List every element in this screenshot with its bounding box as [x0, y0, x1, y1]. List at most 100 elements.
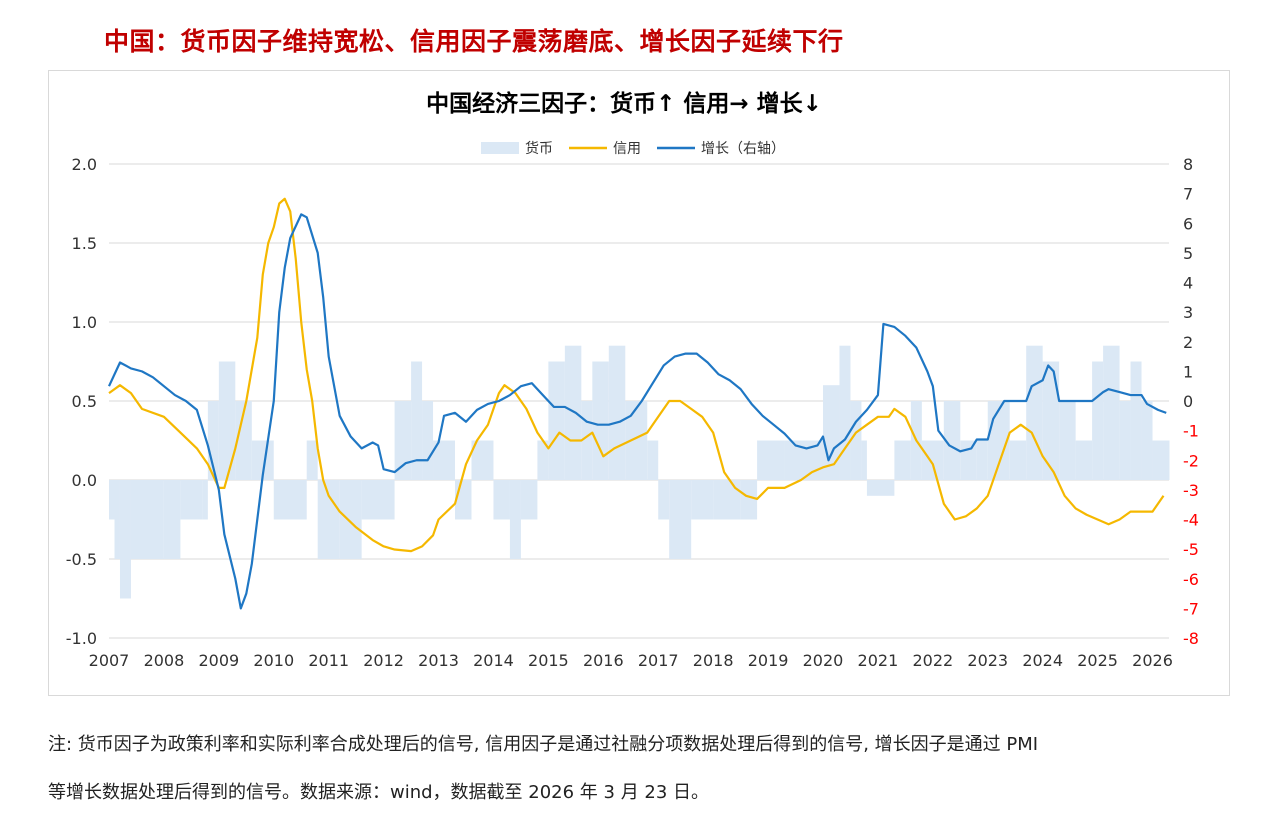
money-bar [306, 440, 318, 480]
x-tick-label: 2007 [89, 651, 130, 670]
money-bar [1130, 361, 1142, 480]
money-bar [960, 440, 977, 480]
money-bar [1026, 345, 1043, 480]
line-series [108, 197, 1167, 610]
money-bar [235, 401, 252, 480]
money-bar [921, 440, 944, 480]
x-tick-label: 2008 [144, 651, 185, 670]
money-bar [130, 480, 164, 559]
money-bar [1042, 361, 1060, 480]
money-series [109, 345, 1170, 599]
money-bar [180, 480, 203, 520]
money-bar [866, 480, 895, 496]
left-tick-label: 0.0 [72, 471, 97, 490]
money-bar [394, 401, 412, 480]
credit-line [108, 197, 1165, 553]
money-bar [581, 401, 593, 480]
money-bar [548, 361, 565, 480]
money-bar [691, 480, 714, 520]
x-tick-label: 2021 [858, 651, 899, 670]
right-tick-label: 5 [1183, 244, 1193, 263]
x-tick-label: 2026 [1132, 651, 1173, 670]
right-tick-label: -5 [1183, 540, 1199, 559]
x-tick-label: 2009 [198, 651, 239, 670]
money-bar [109, 480, 115, 520]
legend-label-growth: 增长（右轴） [701, 141, 785, 157]
x-tick-label: 2025 [1077, 651, 1118, 670]
money-bar [251, 440, 274, 480]
left-tick-label: 1.5 [72, 234, 97, 253]
money-bar [1169, 440, 1170, 480]
x-tick-label: 2010 [253, 651, 294, 670]
money-bar [669, 480, 692, 559]
money-bar [592, 361, 609, 480]
right-tick-label: -2 [1183, 451, 1199, 470]
chart-title: 中国经济三因子：货币↑ 信用→ 增长↓ [426, 90, 822, 117]
money-bar [757, 440, 785, 480]
money-bar [894, 440, 911, 480]
money-bar [1103, 345, 1120, 480]
money-bar [647, 440, 659, 480]
x-tick-label: 2012 [363, 651, 404, 670]
money-bar [218, 361, 236, 480]
right-tick-label: -7 [1183, 599, 1199, 618]
money-bar [537, 440, 549, 480]
money-bar [658, 480, 670, 520]
money-bar [317, 480, 340, 559]
money-bar [422, 401, 434, 480]
axes: 2.0 1.5 1.0 0.5 0.0 -0.5 -1.0 8 7 6 5 4 3 2 1 0 -1 -2 -3 -4… [66, 155, 1199, 670]
right-tick-label: 6 [1183, 214, 1193, 233]
right-tick-label: 3 [1183, 303, 1193, 322]
right-tick-label: 4 [1183, 274, 1193, 293]
left-tick-label: -1.0 [66, 629, 97, 648]
money-bar [119, 480, 131, 599]
x-tick-label: 2020 [803, 651, 844, 670]
x-tick-label: 2015 [528, 651, 569, 670]
x-tick-label: 2011 [308, 651, 349, 670]
x-tick-label: 2014 [473, 651, 514, 670]
money-bar [273, 480, 307, 520]
money-bar [471, 440, 494, 480]
x-tick-label: 2013 [418, 651, 459, 670]
money-bar [509, 480, 521, 559]
money-bar [976, 440, 988, 480]
chart-svg: 中国经济三因子：货币↑ 信用→ 增长↓ 货币 信用 增长（右轴） 2.0 1.5 1.0… [66, 90, 1199, 670]
money-bar [850, 401, 862, 480]
left-tick-label: -0.5 [66, 550, 97, 569]
money-bar [1075, 440, 1093, 480]
chart-frame: 中国经济三因子：货币↑ 信用→ 增长↓ 货币 信用 增长（右轴） 2.0 1.5 1.0… [48, 70, 1230, 696]
money-bar [1152, 440, 1169, 480]
legend-label-money: 货币 [525, 140, 553, 157]
right-tick-label: -4 [1183, 511, 1199, 530]
money-bar [1059, 401, 1076, 480]
money-bar [520, 480, 538, 520]
x-tick-label: 2022 [912, 651, 953, 670]
left-tick-label: 2.0 [72, 155, 97, 174]
money-bar [1092, 361, 1104, 480]
x-tick-label: 2017 [638, 651, 679, 670]
x-tick-label: 2016 [583, 651, 624, 670]
money-bar [114, 480, 120, 559]
right-tick-label: 7 [1183, 185, 1193, 204]
money-bar [839, 345, 851, 480]
money-bar [812, 440, 823, 480]
money-bar [608, 345, 626, 480]
right-tick-label: 2 [1183, 333, 1193, 352]
money-bar [493, 480, 510, 520]
money-bar [411, 361, 423, 480]
footnote-line-2: 等增长数据处理后得到的信号。数据来源：wind，数据截至 2026 年 3 月 … [48, 782, 710, 803]
money-bar [339, 480, 362, 559]
x-tick-label: 2019 [748, 651, 789, 670]
money-bar [455, 480, 472, 520]
money-bar [625, 401, 648, 480]
x-tick-label: 2024 [1022, 651, 1063, 670]
money-bar [861, 440, 867, 480]
money-bar [433, 440, 456, 480]
money-bar [943, 401, 961, 480]
money-bar [163, 480, 181, 559]
page-headline: 中国：货币因子维持宽松、信用因子震荡磨底、增长因子延续下行 [104, 27, 844, 56]
right-tick-label: 8 [1183, 155, 1193, 174]
right-tick-label: -6 [1183, 570, 1199, 589]
x-tick-label: 2018 [693, 651, 734, 670]
footnote-line-1: 注: 货币因子为政策利率和实际利率合成处理后的信号, 信用因子是通过社融分项数据… [48, 734, 1039, 755]
